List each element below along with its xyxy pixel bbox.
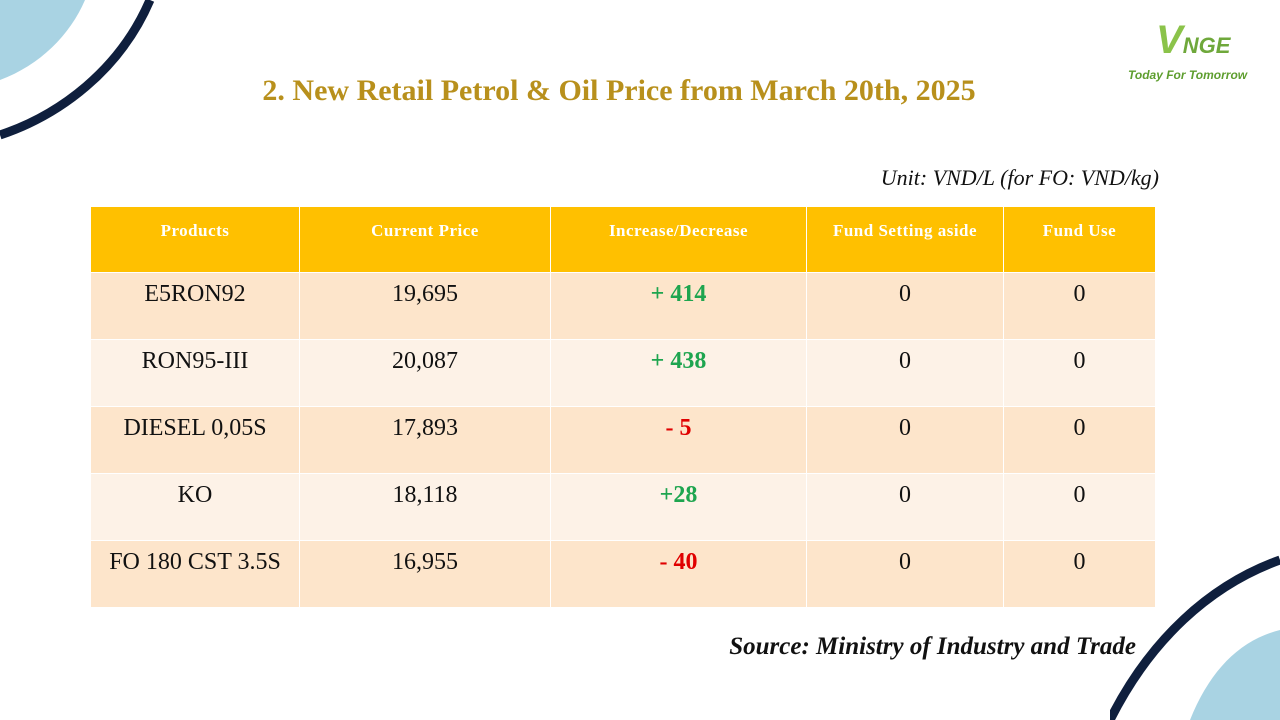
change-cell: - 5 (550, 406, 807, 474)
product-cell: E5RON92 (90, 272, 300, 340)
header-fund-setting-aside: Fund Setting aside (806, 206, 1004, 273)
fund-setting-cell: 0 (806, 339, 1004, 407)
price-cell: 20,087 (299, 339, 551, 407)
fund-setting-cell: 0 (806, 272, 1004, 340)
product-cell: DIESEL 0,05S (90, 406, 300, 474)
table-row: RON95-III 20,087 + 438 0 0 (90, 339, 1156, 407)
change-cell: + 438 (550, 339, 807, 407)
product-cell: KO (90, 473, 300, 541)
price-cell: 17,893 (299, 406, 551, 474)
price-cell: 18,118 (299, 473, 551, 541)
fund-use-cell: 0 (1003, 406, 1156, 474)
header-fund-use: Fund Use (1003, 206, 1156, 273)
table-row: E5RON92 19,695 + 414 0 0 (90, 272, 1156, 340)
change-cell: + 414 (550, 272, 807, 340)
fund-use-cell: 0 (1003, 339, 1156, 407)
table-row: KO 18,118 +28 0 0 (90, 473, 1156, 541)
price-table: Products Current Price Increase/Decrease… (90, 206, 1156, 608)
fund-setting-cell: 0 (806, 540, 1004, 608)
price-cell: 16,955 (299, 540, 551, 608)
corner-decoration-bottom-right (1110, 555, 1280, 720)
change-cell: - 40 (550, 540, 807, 608)
table-row: FO 180 CST 3.5S 16,955 - 40 0 0 (90, 540, 1156, 608)
logo-tagline: Today For Tomorrow (1128, 68, 1248, 82)
fund-setting-cell: 0 (806, 406, 1004, 474)
unit-note: Unit: VND/L (for FO: VND/kg) (880, 165, 1159, 190)
product-cell: FO 180 CST 3.5S (90, 540, 300, 608)
table-header-row: Products Current Price Increase/Decrease… (90, 206, 1156, 273)
header-current-price: Current Price (299, 206, 551, 273)
slide-title: 2. New Retail Petrol & Oil Price from Ma… (262, 74, 976, 107)
product-cell: RON95-III (90, 339, 300, 407)
fund-use-cell: 0 (1003, 272, 1156, 340)
table-row: DIESEL 0,05S 17,893 - 5 0 0 (90, 406, 1156, 474)
header-increase-decrease: Increase/Decrease (550, 206, 807, 273)
logo-mark: VNGE (1156, 18, 1231, 62)
fund-use-cell: 0 (1003, 540, 1156, 608)
fund-setting-cell: 0 (806, 473, 1004, 541)
change-cell: +28 (550, 473, 807, 541)
corner-decoration-top-left (0, 0, 155, 140)
company-logo: VNGE Today For Tomorrow (1128, 18, 1268, 88)
fund-use-cell: 0 (1003, 473, 1156, 541)
price-cell: 19,695 (299, 272, 551, 340)
source-note: Source: Ministry of Industry and Trade (729, 633, 1136, 660)
header-products: Products (90, 206, 300, 273)
